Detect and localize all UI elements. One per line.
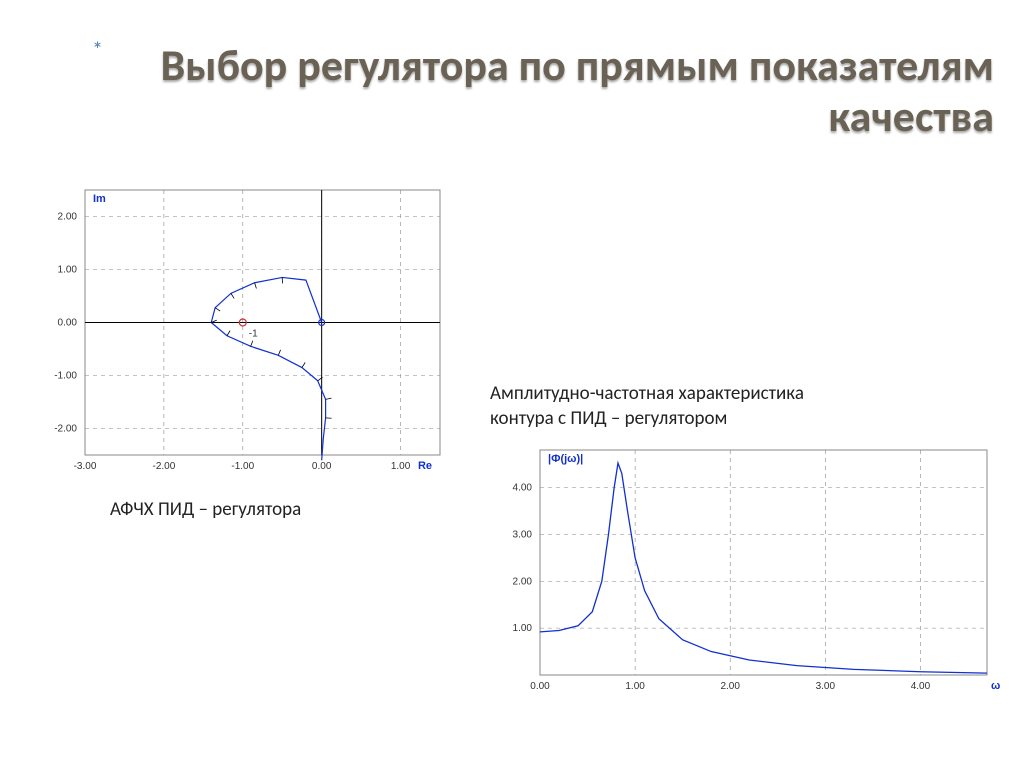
svg-text:1.00: 1.00 [58, 265, 78, 276]
svg-text:1.00: 1.00 [625, 681, 645, 692]
afr-label-line1: Амплитудно-частотная характеристика [490, 382, 804, 405]
svg-text:ω: ω [991, 680, 1000, 692]
afr-svg: 0.00 1.00 2.00 3.00 4.00 1.00 2.00 3.00 4.00 |Ф(j… [490, 440, 1005, 700]
svg-text:0.00: 0.00 [58, 318, 78, 329]
svg-text:4.00: 4.00 [513, 483, 533, 494]
svg-text:1.00: 1.00 [513, 623, 533, 634]
svg-text:3.00: 3.00 [513, 529, 533, 540]
slide-title: Выбор регулятора по прямым показателям к… [110, 40, 994, 141]
svg-text:-2.00: -2.00 [54, 424, 77, 435]
svg-text:|Ф(jω)|: |Ф(jω)| [548, 453, 583, 465]
svg-text:2.00: 2.00 [58, 212, 78, 223]
afr-label-line2: контура с ПИД – регулятором [490, 407, 727, 430]
svg-text:-2.00: -2.00 [152, 461, 175, 472]
title-asterisk: * [92, 36, 103, 63]
afr-chart: 0.00 1.00 2.00 3.00 4.00 1.00 2.00 3.00 4.00 |Ф(j… [490, 440, 1005, 700]
svg-text:-1.00: -1.00 [231, 461, 254, 472]
svg-text:Re: Re [418, 460, 432, 472]
svg-text:-1.00: -1.00 [54, 371, 77, 382]
svg-text:3.00: 3.00 [816, 681, 836, 692]
svg-text:4.00: 4.00 [911, 681, 931, 692]
afr-label: Амплитудно-частотная характеристика конт… [490, 382, 804, 431]
svg-text:Im: Im [93, 193, 106, 205]
svg-text:2.00: 2.00 [513, 576, 533, 587]
svg-text:-1: -1 [249, 329, 258, 340]
svg-text:0.00: 0.00 [530, 681, 550, 692]
nyquist-caption: АФЧХ ПИД – регулятора [110, 498, 301, 521]
nyquist-chart: -3.00 -2.00 -1.00 0.00 1.00 -2.00 -1.00 0.00 1.0… [30, 180, 450, 480]
svg-text:-3.00: -3.00 [74, 461, 97, 472]
svg-text:1.00: 1.00 [391, 461, 411, 472]
svg-text:2.00: 2.00 [720, 681, 740, 692]
svg-text:0.00: 0.00 [312, 461, 332, 472]
nyquist-svg: -3.00 -2.00 -1.00 0.00 1.00 -2.00 -1.00 0.00 1.0… [30, 180, 450, 480]
